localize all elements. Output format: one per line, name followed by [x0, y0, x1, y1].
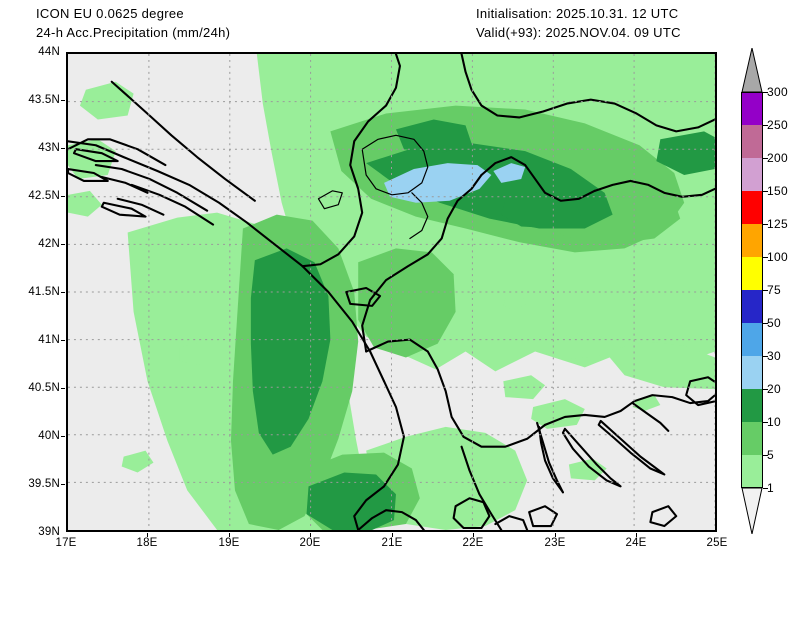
colorbar-tick: [763, 455, 768, 456]
colorbar-tick: [763, 488, 768, 489]
y-tick-mark: [61, 292, 65, 293]
x-tick-mark: [555, 533, 556, 537]
x-tick-label-24e: 24E: [625, 537, 647, 549]
colorbar-label-100: 100: [767, 250, 788, 264]
x-tick-label-20e: 20E: [299, 537, 321, 549]
colorbar-label-300: 300: [767, 85, 788, 99]
colorbar-label-20: 20: [767, 382, 781, 396]
x-tick-label-17e: 17E: [55, 537, 77, 549]
colorbar-tick: [763, 323, 768, 324]
y-tick-label-41n: 41N: [38, 334, 60, 346]
y-tick-mark: [61, 340, 65, 341]
y-tick-mark: [61, 388, 65, 389]
colorbar-tick: [763, 422, 768, 423]
colorbar-label-250: 250: [767, 118, 788, 132]
y-tick-mark: [61, 196, 65, 197]
y-tick-mark: [61, 484, 65, 485]
y-tick-mark: [61, 148, 65, 149]
map-svg: [68, 54, 715, 530]
x-tick-mark: [147, 533, 148, 537]
colorbar-tick: [763, 158, 768, 159]
y-tick-mark: [61, 100, 65, 101]
colorbar-tick: [763, 389, 768, 390]
x-tick-label-23e: 23E: [544, 537, 566, 549]
y-tick-label-39n: 39N: [38, 526, 60, 538]
colorbar-label-200: 200: [767, 151, 788, 165]
y-tick-label-43.5n: 43.5N: [28, 94, 60, 106]
y-tick-label-41.5n: 41.5N: [28, 286, 60, 298]
colorbar-band-200-250[interactable]: [741, 125, 763, 158]
precip-band-10-20: [250, 119, 715, 530]
colorbar-band-1-5[interactable]: [741, 455, 763, 488]
colorbar-tick: [763, 92, 768, 93]
y-tick-label-43n: 43N: [38, 142, 60, 154]
colorbar-tick: [763, 125, 768, 126]
colorbar-label-125: 125: [767, 217, 788, 231]
x-tick-label-19e: 19E: [218, 537, 240, 549]
colorbar-band-20-30[interactable]: [741, 356, 763, 389]
colorbar-band-50-75[interactable]: [741, 290, 763, 323]
colorbar-label-75: 75: [767, 283, 781, 297]
model-name-text: ICON EU 0.0625 degree: [36, 6, 184, 21]
y-tick-label-40.5n: 40.5N: [28, 382, 60, 394]
header-left-block: ICON EU 0.0625 degree 24-h Acc.Precipita…: [36, 4, 230, 42]
colorbar-tick: [763, 356, 768, 357]
y-tick-label-42n: 42N: [38, 238, 60, 250]
y-tick-mark: [61, 436, 65, 437]
x-tick-label-18e: 18E: [136, 537, 158, 549]
initialisation-text: Initialisation: 2025.10.31. 12 UTC: [476, 6, 679, 21]
colorbar-tick: [763, 191, 768, 192]
valid-time-text: Valid(+93): 2025.NOV.04. 09 UTC: [476, 25, 681, 40]
colorbar-band-5-10[interactable]: [741, 422, 763, 455]
colorbar-band-250-300[interactable]: [741, 92, 763, 125]
colorbar-label-5: 5: [767, 448, 774, 462]
colorbar-band-125-150[interactable]: [741, 191, 763, 224]
y-tick-label-39.5n: 39.5N: [28, 478, 60, 490]
header-right-block: Initialisation: 2025.10.31. 12 UTC Valid…: [476, 4, 681, 42]
y-tick-label-44n: 44N: [38, 46, 60, 58]
x-tick-label-25e: 25E: [706, 537, 728, 549]
colorbar-scale[interactable]: [741, 92, 763, 488]
x-tick-label-21e: 21E: [381, 537, 403, 549]
colorbar-under-arrow: [741, 487, 763, 535]
x-tick-mark: [229, 533, 230, 537]
colorbar-tick: [763, 224, 768, 225]
map-gridlines: [68, 54, 715, 530]
header: ICON EU 0.0625 degree 24-h Acc.Precipita…: [0, 0, 800, 46]
colorbar-tick: [763, 290, 768, 291]
y-tick-mark: [61, 244, 65, 245]
x-tick-mark: [473, 533, 474, 537]
colorbar-band-100-125[interactable]: [741, 224, 763, 257]
colorbar-label-30: 30: [767, 349, 781, 363]
x-tick-mark: [310, 533, 311, 537]
x-tick-mark: [636, 533, 637, 537]
map-canvas: [68, 54, 715, 530]
colorbar-label-1: 1: [767, 481, 774, 495]
x-tick-mark: [392, 533, 393, 537]
colorbar-band-75-100[interactable]: [741, 257, 763, 290]
y-tick-label-40n: 40N: [38, 430, 60, 442]
precipitation-map[interactable]: [66, 52, 717, 532]
colorbar-tick: [763, 257, 768, 258]
colorbar-label-50: 50: [767, 316, 781, 330]
x-tick-label-22e: 22E: [462, 537, 484, 549]
colorbar-over-arrow: [741, 47, 763, 93]
colorbar-band-10-20[interactable]: [741, 389, 763, 422]
field-name-text: 24-h Acc.Precipitation (mm/24h): [36, 25, 231, 40]
precip-band-20-30: [384, 163, 526, 203]
colorbar-label-150: 150: [767, 184, 788, 198]
colorbar-band-30-50[interactable]: [741, 323, 763, 356]
coastlines-and-borders: [68, 54, 715, 530]
colorbar-band-150-200[interactable]: [741, 158, 763, 191]
y-tick-label-42.5n: 42.5N: [28, 190, 60, 202]
colorbar-label-10: 10: [767, 415, 781, 429]
